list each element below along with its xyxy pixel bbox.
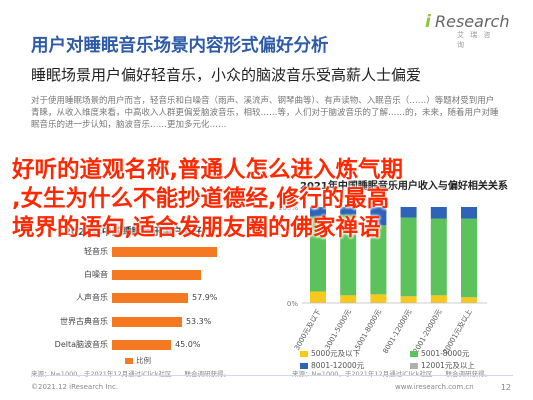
legend-item: 5001-8000元	[410, 348, 469, 359]
bar	[112, 339, 172, 350]
footer-website: www.iresearch.com.cn	[395, 383, 474, 391]
page-title: 用户对睡眠音乐场景内容形式偏好分析	[31, 36, 329, 56]
logo-name: Research	[435, 12, 510, 31]
overlay-text: 好听的道观名称,普通人怎么进入炼气期 ,女生为什么不能抄道德经,修行的最高 境界…	[12, 156, 522, 243]
legend-item: 8001-12000元	[300, 360, 364, 371]
stacked-segment	[461, 297, 477, 303]
legend-swatch-ratio	[125, 357, 133, 364]
stacked-segment	[310, 216, 326, 292]
page-subtitle: 睡眠场景用户偏好轻音乐，小众的脑波音乐受高薪人士偏爱	[31, 66, 422, 84]
bar-value-label: 53.3%	[185, 316, 212, 326]
bar	[112, 316, 182, 327]
stacked-segment	[400, 207, 417, 218]
stacked-segment	[430, 295, 447, 303]
left-chart-legend: 比例	[125, 355, 151, 366]
stacked-segment	[400, 296, 417, 303]
stacked-segment	[430, 218, 447, 296]
bar-value-label: 45.0%	[175, 339, 201, 349]
bar-category-label: Delta脑波音乐	[54, 339, 108, 349]
legend-label: 12001元及以上	[421, 361, 475, 370]
stacked-segment	[370, 294, 387, 303]
legend-label: 8001-12000元	[311, 361, 365, 370]
legend-label: 5000元及以下	[311, 349, 361, 358]
x-category-label: 5001-8000元	[354, 308, 384, 351]
stacked-segment	[370, 225, 387, 295]
page-description: 对于使用睡眠场景的用户而言，轻音乐和白噪音（雨声、溪流声、钢琴曲等）、有声读物、…	[31, 96, 499, 130]
x-category-label: 3000元及以下	[293, 308, 323, 352]
bar-category-label: 人声音乐	[76, 293, 108, 303]
x-category-label: 8001-12000元	[382, 308, 414, 355]
stacked-segment	[340, 214, 357, 296]
overlay-line-2: ,女生为什么不能抄道德经,修行的最高	[12, 186, 390, 212]
legend-label-ratio: 比例	[136, 356, 151, 365]
y-tick-label: 0%	[287, 300, 298, 308]
x-category-label: 3001-5000元	[323, 308, 353, 351]
left-chart-sample-note: 来源：N=1000，于2021年12月通过iClick社区……联合调研获得。	[31, 370, 230, 378]
stacked-segment	[400, 217, 417, 297]
stacked-segment	[310, 207, 326, 217]
stacked-segment	[370, 207, 387, 226]
footer-divider	[31, 375, 513, 376]
stacked-segment	[340, 207, 357, 215]
stacked-segment	[461, 207, 477, 219]
stacked-segment	[310, 291, 326, 303]
stacked-segment	[461, 218, 477, 298]
stacked-segment	[340, 295, 357, 303]
legend-swatch	[300, 362, 308, 369]
legend-label: 5001-8000元	[421, 349, 470, 358]
iresearch-logo: i Research 艾 瑞 咨 询	[425, 12, 509, 49]
legend-swatch	[410, 350, 418, 357]
y-tick-label: 100%	[278, 204, 298, 212]
bar-category-label: 白噪音	[84, 270, 108, 280]
left-chart-title: 2021年中国睡眠音乐用户偏好	[64, 227, 202, 238]
legend-swatch	[410, 362, 418, 369]
right-chart-title-text: 2021年中国睡眠音乐用户收入与偏好相关关系	[300, 181, 508, 192]
bar-category-label: 世界古典音乐	[60, 316, 108, 326]
overlay-line-1: 好听的道观名称,普通人怎么进入炼气期	[12, 157, 404, 183]
overlay-line-3: 境界的语句,适合发朋友圈的佛家禅语	[12, 215, 381, 241]
legend-swatch	[300, 350, 308, 357]
right-chart-title: 2021年中国睡眠音乐用户收入与偏好相关关系	[300, 181, 508, 193]
legend-item: 12001元及以上	[410, 360, 475, 371]
bar-category-label: 轻音乐	[84, 247, 108, 256]
stacked-segment	[430, 207, 447, 219]
legend-item: 5000元及以下	[300, 348, 360, 359]
bar	[112, 293, 188, 304]
bar	[112, 247, 217, 257]
right-chart-sample-note: 来源：N=1000，于2021年12月通过iClick社区……联合调研获得。	[292, 370, 491, 378]
bar-value-label: 57.9%	[191, 293, 218, 303]
footer-copyright: ©2021.12 iResearch Inc.	[31, 383, 119, 391]
bar	[112, 270, 202, 281]
page-number: 12	[500, 383, 511, 392]
logo-cn: 艾 瑞 咨 询	[457, 31, 493, 49]
logo-mark: i	[425, 12, 431, 32]
